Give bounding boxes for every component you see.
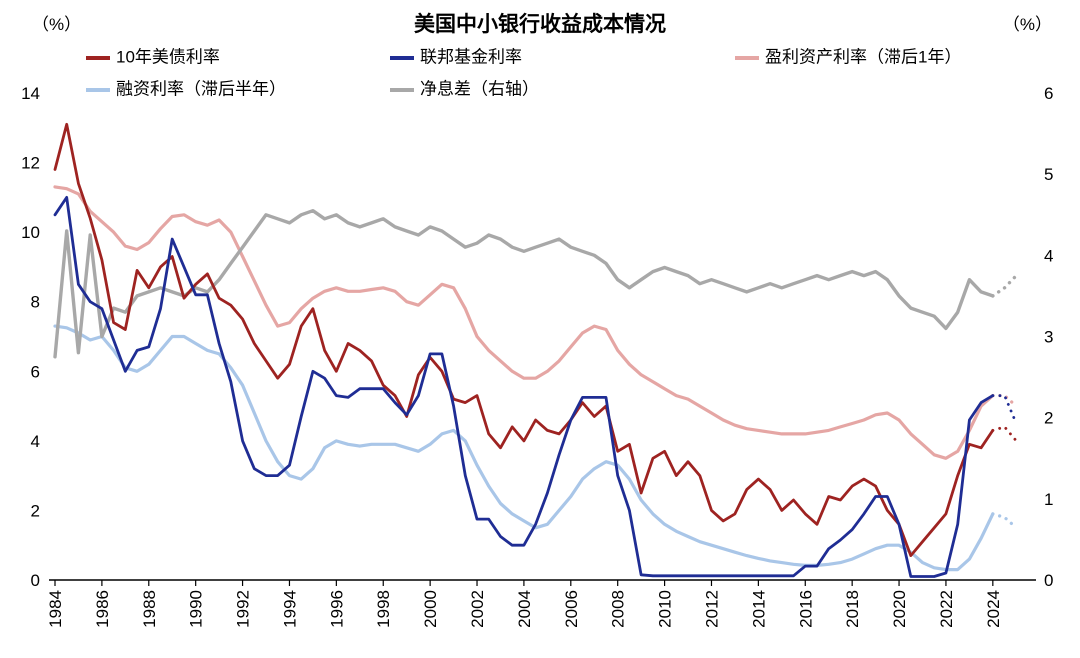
left-axis-unit-label: （%）: [32, 15, 82, 34]
y-axis-right-tick-label: 1: [1044, 490, 1053, 509]
x-axis-tick-label: 1988: [140, 590, 159, 628]
x-axis-tick-label: 1996: [327, 590, 346, 628]
x-axis-tick-label: 2018: [843, 590, 862, 628]
legend-swatch-10y-treasury: [86, 55, 110, 60]
x-axis-tick-label: 2010: [656, 590, 675, 628]
series-line-0: [53, 122, 995, 557]
x-axis-tick-label: 1986: [93, 590, 112, 628]
x-axis-tick-label: 2000: [421, 590, 440, 628]
series-line-forecast-3: [991, 512, 1018, 530]
x-axis-tick-label: 2012: [702, 590, 721, 628]
x-axis-tick-label: 2006: [562, 590, 581, 628]
y-axis-right-tick-label: 6: [1044, 84, 1053, 103]
legend-swatch-fed-funds: [390, 55, 414, 60]
legend-swatch-earning-asset-rate: [735, 55, 759, 60]
chart-title: 美国中小银行收益成本情况: [414, 13, 666, 36]
y-axis-left-tick-label: 8: [31, 293, 40, 312]
series-line-3: [53, 324, 995, 572]
x-axis-tick-label: 1994: [280, 590, 299, 628]
x-axis-tick-label: 2020: [890, 590, 909, 628]
right-axis-unit-label: （%）: [1002, 15, 1052, 34]
x-axis-tick-label: 1992: [234, 590, 253, 628]
x-axis-tick-label: 2016: [796, 590, 815, 628]
y-axis-right-tick-label: 5: [1044, 165, 1053, 184]
x-axis-tick-label: 1998: [374, 590, 393, 628]
x-axis-tick-label: 1990: [187, 590, 206, 628]
y-axis-right-tick-label: 2: [1044, 409, 1053, 428]
series-line-forecast-1: [991, 394, 1018, 425]
legend-item-10y-treasury: 10年美债利率: [86, 46, 220, 68]
y-axis-right-tick-label: 4: [1044, 246, 1053, 265]
y-axis-left-tick-label: 0: [31, 571, 40, 590]
series-line-4: [53, 208, 995, 359]
x-axis-tick-label: 2008: [609, 590, 628, 628]
legend-label: 融资利率（滞后半年）: [116, 79, 286, 99]
legend-label: 净息差（右轴）: [420, 79, 539, 99]
y-axis-right-tick-label: 0: [1044, 571, 1053, 590]
legend-label: 盈利资产利率（滞后1年）: [765, 47, 962, 67]
legend-swatch-funding-rate: [86, 87, 110, 92]
y-axis-left-tick-label: 4: [31, 432, 40, 451]
legend-item-earning-asset-rate: 盈利资产利率（滞后1年）: [735, 46, 961, 68]
series-line-forecast-4: [991, 273, 1018, 298]
series-line-forecast-2: [991, 394, 1018, 408]
legend-label: 联邦基金利率: [420, 47, 522, 67]
series-line-1: [53, 195, 995, 578]
x-axis-tick-label: 1984: [46, 590, 65, 628]
y-axis-left-tick-label: 14: [21, 84, 40, 103]
y-axis-left-tick-label: 6: [31, 362, 40, 381]
x-axis-tick-label: 2014: [749, 590, 768, 628]
y-axis-right-tick-label: 3: [1044, 328, 1053, 347]
series-line-forecast-0: [991, 425, 1018, 443]
legend-item-funding-rate: 融资利率（滞后半年）: [86, 78, 286, 100]
x-axis-tick-label: 2002: [468, 590, 487, 628]
legend-swatch-net-interest-margin: [390, 87, 414, 92]
y-axis-left-tick-label: 2: [31, 501, 40, 520]
legend-label: 10年美债利率: [116, 47, 220, 67]
series-line-2: [53, 185, 995, 460]
x-axis-tick-label: 2022: [937, 590, 956, 628]
legend-item-net-interest-margin: 净息差（右轴）: [390, 78, 539, 100]
legend-item-fed-funds: 联邦基金利率: [390, 46, 522, 68]
y-axis-left-tick-label: 12: [21, 154, 40, 173]
y-axis-left-tick-label: 10: [21, 223, 40, 242]
x-axis-tick-label: 2024: [984, 590, 1003, 628]
x-axis-tick-label: 2004: [515, 590, 534, 628]
